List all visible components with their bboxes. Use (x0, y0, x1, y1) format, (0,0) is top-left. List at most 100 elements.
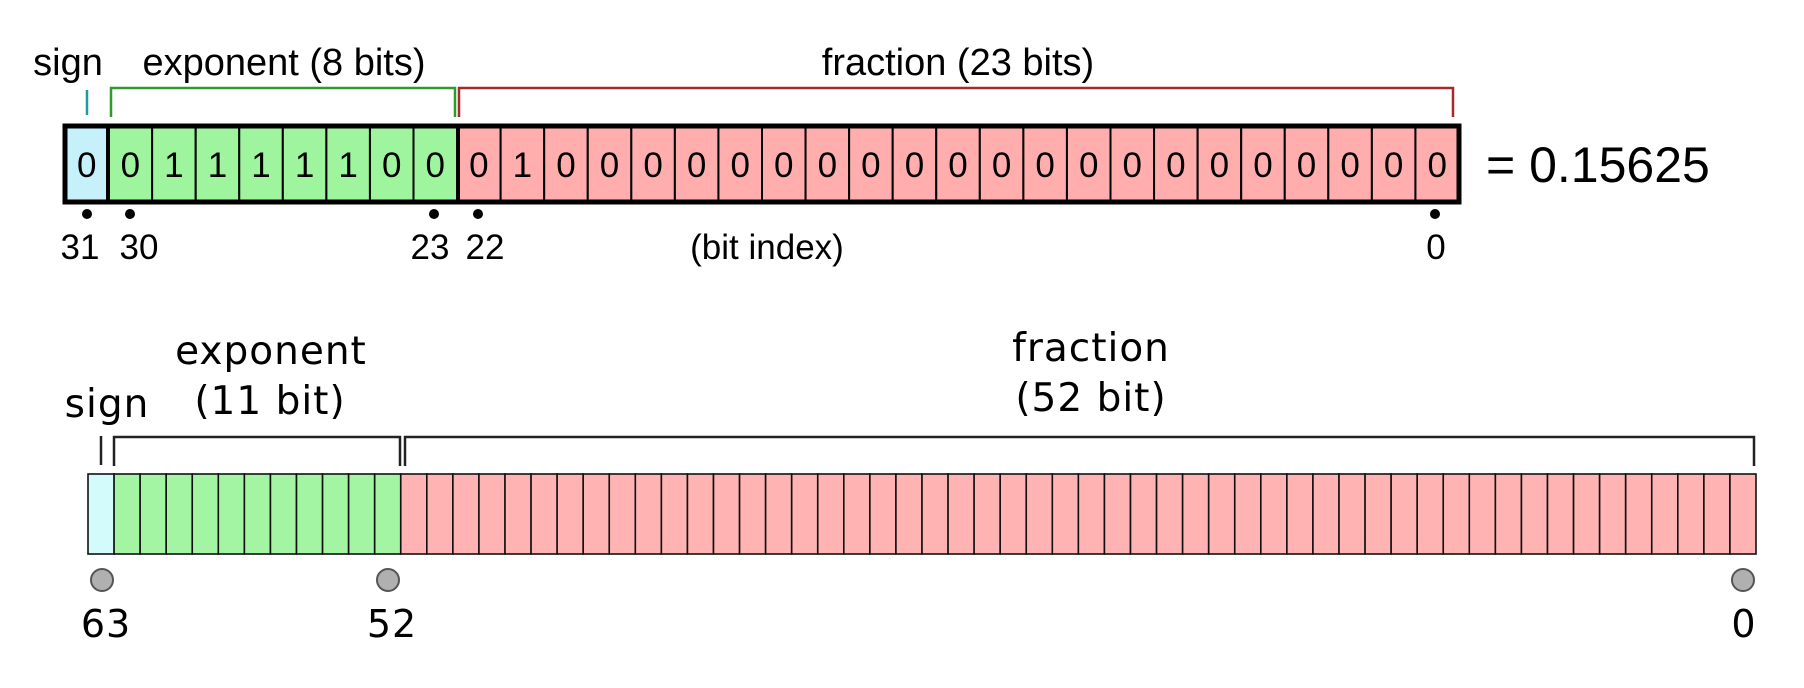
double-bit-cell (243, 473, 272, 555)
double-bit-cell (1233, 473, 1262, 555)
single-index-23: 23 (411, 228, 450, 267)
double-bit-cell (373, 473, 402, 555)
single-index-31: 31 (61, 228, 100, 267)
double-bit-cell (191, 473, 220, 555)
double-bit-cell (87, 473, 115, 555)
single-bit-value: 1 (513, 146, 532, 185)
double-bit-cell (1181, 473, 1210, 555)
double-bit-cell (1442, 473, 1471, 555)
single-bit-value: 0 (730, 146, 749, 185)
double-bit-cell (608, 473, 637, 555)
single-bit-value: 0 (1427, 146, 1446, 185)
double-bit-cell (530, 473, 558, 555)
double-bit-cell (1494, 473, 1523, 555)
single-bit-value: 1 (251, 146, 270, 185)
single-bit-value: 0 (687, 146, 706, 185)
single-outer-frame (62, 123, 1462, 205)
single-bit-value: 0 (1123, 146, 1142, 185)
single-bit-cell (804, 125, 851, 203)
double-bit-cell (1025, 473, 1054, 555)
double-exponent-label-line1: exponent (175, 329, 367, 374)
single-bit-value: 0 (382, 146, 401, 185)
double-bit-cell (999, 473, 1028, 555)
single-bit-value: 0 (556, 146, 575, 185)
single-bit-value: 0 (1253, 146, 1272, 185)
double-index-63: 63 (81, 602, 131, 646)
double-bit-cell (738, 473, 767, 555)
double-bit-cell (1286, 473, 1314, 555)
double-fraction-label-line1: fraction (1012, 326, 1170, 371)
double-bit-cell (686, 473, 715, 555)
double-exponent-bracket (112, 435, 402, 466)
double-bit-cell (478, 473, 506, 555)
single-bit-cell (1283, 125, 1330, 203)
double-precision-diagram: sign exponent (11 bit) fraction (52 bit)… (65, 326, 1757, 646)
single-sign-label: sign (33, 42, 103, 84)
double-bit-cell (1729, 473, 1757, 555)
single-bit-cell (1327, 125, 1373, 203)
single-bit-value: 0 (600, 146, 619, 185)
single-index-30: 30 (120, 228, 159, 267)
double-bit-cell (1677, 473, 1705, 555)
double-bit-cell (1155, 473, 1184, 555)
double-sign-label: sign (65, 382, 150, 427)
double-bit-cell (504, 473, 532, 555)
double-bit-cell (347, 473, 376, 555)
single-bit-value: 1 (295, 146, 314, 185)
single-fraction-bracket (457, 86, 1455, 117)
double-bit-cell (1129, 473, 1158, 555)
double-marker-63 (90, 568, 114, 592)
double-bit-cell (1051, 473, 1080, 555)
single-bit-value: 0 (643, 146, 662, 185)
single-bit-value: 0 (774, 146, 793, 185)
single-index-22: 22 (466, 228, 505, 267)
double-bit-cell (217, 473, 246, 555)
double-bit-cell (582, 473, 611, 555)
double-bit-cell (712, 473, 741, 555)
single-marker-30 (125, 209, 135, 219)
single-bit-cell (412, 125, 459, 203)
double-bit-cell (1546, 473, 1575, 555)
single-bit-value: 1 (338, 146, 357, 185)
single-bit-value: 0 (948, 146, 967, 185)
double-bit-cell (113, 473, 141, 555)
single-bit-value: 0 (992, 146, 1011, 185)
single-exponent-label: exponent (8 bits) (142, 42, 425, 84)
single-bit-value: 0 (77, 146, 96, 185)
double-bit-cells (87, 473, 1757, 555)
single-bit-value: 0 (861, 146, 880, 185)
double-fraction-bracket (403, 435, 1756, 466)
single-bit-value: 0 (1166, 146, 1185, 185)
double-bit-cell (321, 473, 350, 555)
double-bit-cell (1650, 473, 1679, 555)
double-bit-cell (399, 473, 428, 555)
single-bit-value: 0 (1384, 146, 1403, 185)
double-bit-cell (895, 473, 923, 555)
double-bit-cell (1468, 473, 1497, 555)
single-bit-value: 0 (121, 146, 140, 185)
single-bit-value: 0 (1210, 146, 1229, 185)
double-marker-0 (1731, 568, 1755, 592)
double-bit-cell (1598, 473, 1627, 555)
double-bit-cell (869, 473, 897, 555)
double-bit-cell (165, 473, 194, 555)
double-bit-cell (790, 473, 819, 555)
single-bit-value: 0 (1079, 146, 1098, 185)
double-bit-cell (269, 473, 298, 555)
single-marker-31 (82, 209, 92, 219)
single-marker-0 (1430, 209, 1440, 219)
double-bit-cell (764, 473, 793, 555)
single-marker-23 (429, 209, 439, 219)
double-bit-cell (1703, 473, 1731, 555)
double-bit-cell (1338, 473, 1366, 555)
double-bit-cell (634, 473, 663, 555)
single-bit-value: 0 (818, 146, 837, 185)
single-exponent-bracket (109, 86, 457, 117)
single-marker-22 (473, 209, 483, 219)
double-bit-cell (295, 473, 324, 555)
double-bit-cell (1364, 473, 1392, 555)
double-fraction-label-line2: (52 bit) (1015, 376, 1166, 421)
single-bit-cell (673, 125, 720, 203)
